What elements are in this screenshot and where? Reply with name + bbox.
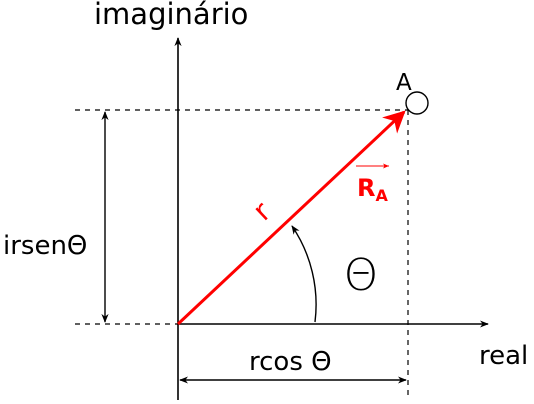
imaginary-axis-label: imaginário — [94, 0, 248, 31]
point-a-label: A — [396, 70, 412, 96]
vector-label-overarrow-head — [383, 163, 389, 169]
vertical-component-label: irsenΘ — [3, 231, 87, 261]
magnitude-label: r — [246, 195, 277, 227]
angle-arc — [291, 225, 317, 323]
horizontal-component-label: rcos Θ — [249, 347, 332, 377]
real-axis-label: real — [479, 341, 528, 371]
vector-label: RA — [357, 174, 388, 205]
angle-label: Θ — [344, 250, 379, 301]
point-a-marker — [405, 91, 429, 115]
vector-label-subscript: A — [375, 186, 388, 205]
vector-ra — [176, 110, 406, 326]
vector-label-base: R — [357, 174, 375, 202]
